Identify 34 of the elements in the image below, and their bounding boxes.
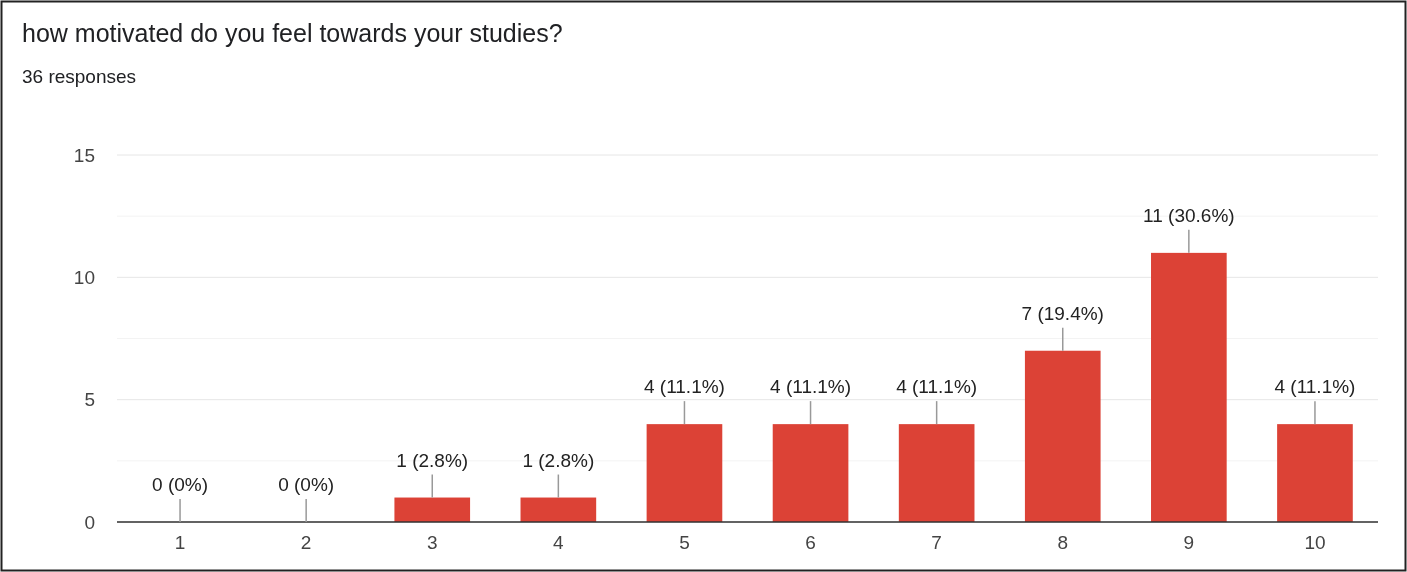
chart-subtitle: 36 responses xyxy=(22,66,137,87)
data-label: 4 (11.1%) xyxy=(1274,376,1356,398)
data-label: 4 (11.1%) xyxy=(643,376,725,398)
bar xyxy=(772,424,849,522)
data-label: 11 (30.6%) xyxy=(1143,204,1235,226)
x-tick-label: 9 xyxy=(1183,532,1195,554)
x-tick-label: 5 xyxy=(679,532,690,554)
y-tick-label: 15 xyxy=(73,144,95,166)
bar xyxy=(1277,424,1353,522)
y-tick-label: 5 xyxy=(84,389,95,411)
data-label: 1 (2.8%) xyxy=(396,449,469,471)
x-tick-label: 8 xyxy=(1057,532,1069,554)
data-label: 4 (11.1%) xyxy=(770,376,852,398)
x-tick-label: 6 xyxy=(805,532,816,554)
data-label: 4 (11.1%) xyxy=(896,376,978,398)
x-tick-label: 3 xyxy=(426,532,438,554)
data-label: 1 (2.8%) xyxy=(522,449,595,471)
bar xyxy=(1151,252,1227,522)
bar xyxy=(1024,350,1101,522)
x-tick-label: 1 xyxy=(174,532,186,554)
x-tick-label: 10 xyxy=(1304,532,1326,554)
bar xyxy=(394,497,471,522)
data-label: 0 (0%) xyxy=(278,474,335,495)
data-label: 7 (19.4%) xyxy=(1021,302,1104,324)
y-tick-label: 10 xyxy=(73,266,95,288)
chart-title: how motivated do you feel towards your studies? xyxy=(22,19,563,47)
data-label: 0 (0%) xyxy=(152,474,209,495)
bar xyxy=(646,424,723,522)
x-tick-label: 7 xyxy=(931,532,942,554)
y-tick-label: 0 xyxy=(84,511,95,533)
x-tick-label: 2 xyxy=(300,532,312,554)
x-tick-label: 4 xyxy=(553,532,565,554)
bar xyxy=(898,424,975,522)
bar xyxy=(520,497,597,522)
